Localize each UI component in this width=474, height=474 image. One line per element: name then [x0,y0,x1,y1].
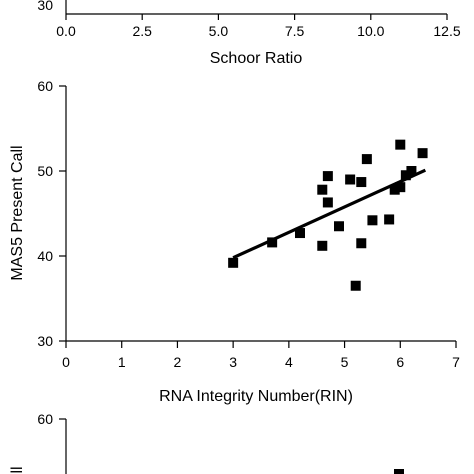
top-y-tick-label: 30 [37,0,53,13]
data-point [389,184,400,195]
mid-x-tick-label: 6 [396,354,404,370]
bottom-y-axis-label-fragment: ll [9,466,26,473]
mid-x-tick-label: 1 [118,354,126,370]
mid-x-axis-label: RNA Integrity Number(RIN) [159,388,353,405]
top-x-tick-label: 7.5 [285,23,305,39]
mid-x-tick-label: 2 [174,354,182,370]
data-point [395,139,406,150]
data-point [267,237,278,248]
mid-y-tick-label: 40 [37,248,53,264]
mid-x-tick-label: 0 [62,354,70,370]
data-point [367,215,378,226]
data-point [400,170,411,181]
mid-x-tick-label: 5 [341,354,349,370]
top-x-ticks: 0.0 2.5 5.0 7.5 10.0 12.5 [56,14,461,39]
mid-x-tick-label: 7 [452,354,460,370]
data-point [395,182,406,193]
data-point [317,240,328,251]
data-point [356,177,367,188]
data-point [417,148,428,159]
data-point [322,171,333,182]
bottom-data-point [394,469,404,474]
top-x-axis-label: Schoor Ratio [210,50,303,67]
data-point [228,257,239,268]
top-x-tick-label: 10.0 [357,23,384,39]
data-point [356,238,367,249]
mid-y-ticks: 30 40 50 60 [37,78,66,349]
data-points [228,139,428,291]
top-panel: 30 0.0 2.5 5.0 7.5 10.0 12.5 Schoor Ratio [37,0,461,67]
bottom-y-tick-label: 60 [37,411,53,427]
data-point [317,184,328,195]
top-x-tick-label: 0.0 [56,23,76,39]
data-point [334,221,344,232]
mid-y-tick-label: 50 [37,163,53,179]
mid-y-axis-label: MAS5 Present Call [9,145,26,280]
mid-x-ticks: 0 1 2 3 4 5 6 7 [62,341,460,370]
data-point [295,228,305,239]
data-point [406,166,417,176]
data-point [350,280,361,291]
data-point [345,174,356,185]
mid-x-tick-label: 4 [285,354,293,370]
data-point [322,197,333,208]
top-x-tick-label: 2.5 [132,23,152,39]
top-x-tick-label: 5.0 [209,23,229,39]
data-point [361,154,372,165]
mid-x-tick-label: 3 [229,354,237,370]
mid-y-tick-label: 30 [37,333,53,349]
data-point [384,214,395,225]
mid-y-tick-label: 60 [37,78,53,94]
bottom-panel: 60 ll [9,411,404,474]
middle-panel: 30 40 50 60 0 1 2 3 4 5 6 7 RNA Integrity Number(R… [9,78,460,405]
top-x-tick-label: 12.5 [433,23,460,39]
